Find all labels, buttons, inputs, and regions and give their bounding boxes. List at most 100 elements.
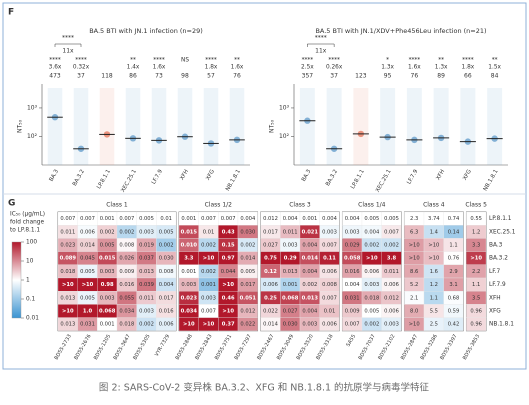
fold-change: 2.5x [301, 65, 314, 71]
cell-value: 0.009 [345, 309, 360, 315]
cell-value: 0.009 [119, 269, 134, 275]
cell-value: >10 [222, 309, 234, 315]
row-label: LP.8.1.1 [489, 216, 512, 222]
cell-value: 0.005 [80, 295, 95, 301]
x-tick-label: XFH [435, 169, 446, 182]
significance: ** [130, 58, 136, 64]
cell-value: 3.3 [472, 243, 480, 249]
cell-value: 1.2 [472, 229, 480, 235]
heatmap-cell [237, 317, 258, 331]
significance: **** [409, 58, 421, 64]
column-label: BD55-2467 [256, 334, 275, 361]
cell-value: >10 [409, 256, 420, 262]
cell-value: 0.016 [119, 282, 134, 288]
significance: ** [492, 58, 498, 64]
legend-tick-label: 1 [26, 278, 30, 284]
gmt-label: 76 [233, 73, 241, 80]
cell-value: 1.6 [430, 269, 438, 275]
gmt-label: 118 [101, 73, 113, 80]
cell-value: 0.46 [222, 295, 235, 301]
panel-label: G [8, 199, 15, 209]
distribution-band [73, 88, 89, 165]
x-tick-label: XEC.25.1 [120, 169, 138, 194]
cell-value: 2.1 [410, 295, 418, 301]
legend-tick-label: 0.01 [26, 316, 39, 322]
cell-value: 0.019 [139, 243, 154, 249]
distribution-band [353, 88, 369, 165]
column-label: BD55-2733 [54, 334, 73, 361]
cell-value: 0.030 [159, 256, 174, 262]
bracket-fold: 11x [62, 48, 74, 55]
significance: **** [462, 58, 474, 64]
cell-value: 0.017 [159, 295, 174, 301]
gmt-label: 37 [330, 73, 338, 80]
cell-value: 0.031 [80, 322, 95, 328]
fold-change: 1.6x [153, 65, 166, 71]
distribution-band [99, 88, 115, 165]
legend-tick-label: 0.1 [26, 297, 36, 303]
cell-value: 1.0 [83, 309, 93, 315]
cell-value: 0.005 [100, 243, 115, 249]
cell-value: 0.004 [302, 243, 318, 249]
cell-value: 0.011 [283, 229, 298, 235]
cell-value: 0.004 [159, 282, 175, 288]
cell-value: 0.006 [364, 269, 379, 275]
distribution-band [151, 88, 167, 165]
cell-value: 0.15 [222, 243, 235, 249]
cell-value: 0.013 [60, 322, 75, 328]
cell-value: 0.014 [302, 256, 319, 262]
cell-value: 0.59 [448, 309, 460, 315]
cell-value: 8.6 [410, 269, 418, 275]
cell-value: 0.005 [240, 269, 255, 275]
column-label: VYR-7329 [154, 334, 171, 358]
cell-value: 0.002 [100, 229, 115, 235]
column-label: BD55-2847 [400, 334, 419, 361]
cell-value: 0.001 [181, 216, 196, 222]
cell-value: 0.42 [448, 322, 460, 328]
cell-value: 0.014 [240, 256, 256, 262]
cell-value: 0.055 [119, 295, 134, 301]
cell-value: 0.037 [139, 256, 154, 262]
cell-value: 0.005 [80, 269, 95, 275]
cell-value: 8.0 [410, 309, 418, 315]
cell-value: 0.96 [470, 322, 482, 328]
x-tick-label: LP.8.1.1 [350, 169, 366, 190]
cell-value: 1.4 [430, 229, 439, 235]
cell-value: 2.9 [449, 269, 457, 275]
cell-value: 0.034 [181, 309, 198, 315]
cell-value: 0.98 [101, 282, 114, 288]
cell-value: >10 [203, 322, 215, 328]
cell-value: 0.002 [240, 243, 255, 249]
cell-value: 0.006 [384, 309, 399, 315]
cell-value: 0.031 [345, 295, 360, 301]
cell-value: 0.008 [322, 282, 337, 288]
cell-value: 2.3 [410, 216, 418, 222]
cell-value: 0.007 [80, 216, 95, 222]
cell-value: >10 [409, 322, 420, 328]
x-tick-label: XFG [462, 169, 473, 182]
cell-value: 1.1 [430, 295, 438, 301]
x-tick-label: BA.3.2 [325, 169, 339, 188]
cell-value: 0.021 [302, 229, 319, 235]
cell-value: 2.2 [472, 269, 480, 275]
cell-value: 0.006 [322, 322, 337, 328]
cell-value: 0.007 [322, 243, 337, 249]
y-axis-label: NT₅₀ [269, 119, 276, 133]
bracket [54, 43, 82, 47]
heatmap-cell [466, 317, 487, 331]
gmt-label: 37 [77, 73, 85, 80]
cell-value: 0.004 [345, 282, 361, 288]
cell-value: >10 [222, 282, 234, 288]
cell-value: 0.014 [80, 243, 96, 249]
distribution-band [125, 88, 141, 165]
cell-value: 0.11 [323, 256, 336, 262]
cell-value: >10 [62, 309, 74, 315]
cell-value: 0.003 [302, 322, 317, 328]
significance: **** [328, 58, 340, 64]
column-label: BD55-2843 [194, 334, 213, 361]
cell-value: 0.37 [222, 322, 235, 328]
legend-tick-label: 10 [26, 259, 34, 265]
chart-title: BA.5 BTI with JN.1/XDV+Phe456Leu infecti… [315, 27, 486, 35]
cell-value: 0.034 [119, 309, 135, 315]
